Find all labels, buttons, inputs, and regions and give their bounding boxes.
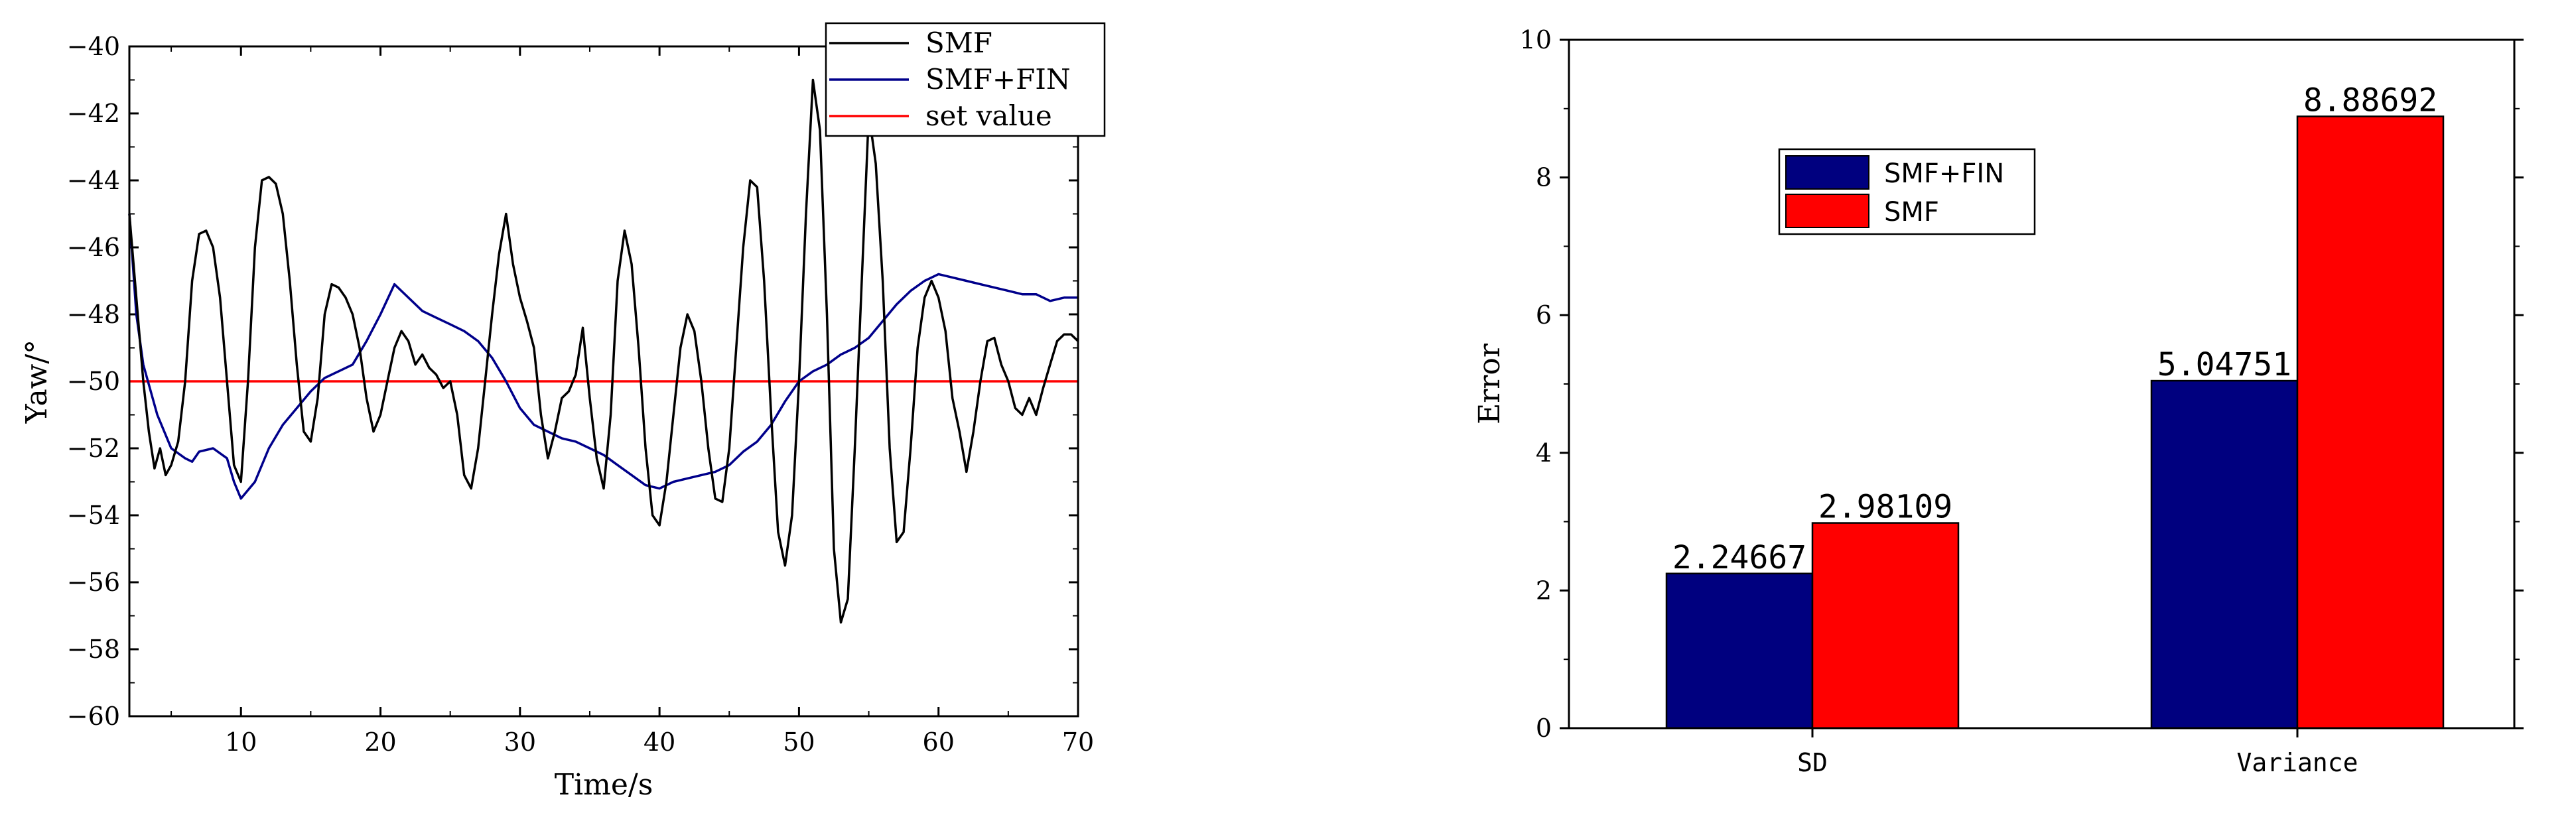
bar-y-tick-label: 6 xyxy=(1536,300,1552,330)
bar-legend-label: SMF xyxy=(1884,197,1939,227)
y-tick-label: −46 xyxy=(67,233,120,262)
series-line-smf-fin xyxy=(128,214,1078,500)
bar-chart-legend: SMF+FIN SMF xyxy=(1778,148,2036,235)
y-tick-label: −40 xyxy=(67,32,120,61)
category-label-sd: SD xyxy=(1797,748,1828,777)
bar-y-tick-label: 2 xyxy=(1536,576,1552,605)
y-tick-label: −54 xyxy=(67,501,120,530)
y-tick-label: −60 xyxy=(67,702,120,731)
data-label: 5.04751 xyxy=(2157,346,2291,383)
line-chart-legend: SMF SMF+FIN set value xyxy=(825,22,1106,137)
y-tick-label: −42 xyxy=(67,99,120,128)
x-tick-label: 10 xyxy=(225,728,257,757)
x-tick-label: 20 xyxy=(364,728,396,757)
x-axis-title: Time/s xyxy=(555,768,653,802)
y-tick-label: −52 xyxy=(67,434,120,463)
data-label: 2.24667 xyxy=(1672,539,1806,576)
x-tick-label: 40 xyxy=(644,728,675,757)
bar-legend-label: SMF+FIN xyxy=(1884,158,2004,189)
bar-y-tick-label: 4 xyxy=(1536,438,1552,468)
data-label: 2.98109 xyxy=(1818,489,1952,526)
y-tick-label: −44 xyxy=(67,166,120,195)
bar-y-axis-title: Error xyxy=(1473,343,1507,424)
bar-chart: 0 2 4 6 8 10 SD 2.24667 2.98109 Variance 5.04751 8… xyxy=(1473,25,2524,777)
data-label: 8.88692 xyxy=(2303,82,2437,119)
bar-legend-swatch xyxy=(1785,155,1869,190)
bar-y-tick-label: 10 xyxy=(1520,25,1552,54)
y-tick-label: −56 xyxy=(67,568,120,597)
line-chart-ticks: −60 −58 −56 −54 −52 −50 −48 −46 −44 −42 −40 10 20 30 4… xyxy=(67,32,1094,757)
bar-smf-sd xyxy=(1811,522,1960,729)
y-tick-label: −58 xyxy=(67,635,120,664)
bar-chart-frame xyxy=(1568,38,2516,729)
x-tick-label: 30 xyxy=(504,728,536,757)
line-chart-series xyxy=(128,78,1079,624)
legend-label: SMF+FIN xyxy=(925,63,1071,95)
y-tick-label: −50 xyxy=(67,367,120,396)
bar-smf-fin-variance xyxy=(2150,379,2299,729)
bar-y-tick-label: 0 xyxy=(1536,714,1552,743)
bar-smf-variance xyxy=(2296,115,2445,729)
bar-smf-fin-sd xyxy=(1665,572,1814,729)
series-line-smf xyxy=(128,78,1079,624)
x-tick-label: 70 xyxy=(1062,728,1094,757)
y-tick-label: −48 xyxy=(67,300,120,329)
legend-label: SMF xyxy=(925,27,992,59)
x-tick-label: 50 xyxy=(783,728,815,757)
category-label-variance: Variance xyxy=(2236,748,2358,777)
bar-y-tick-label: 8 xyxy=(1536,163,1552,192)
bar-legend-swatch xyxy=(1785,194,1869,228)
line-chart: −60 −58 −56 −54 −52 −50 −48 −46 −44 −42 −40 10 20 30 4… xyxy=(20,22,1106,802)
y-axis-title: Yaw/° xyxy=(20,340,54,424)
line-chart-frame xyxy=(128,45,1079,718)
x-tick-label: 60 xyxy=(923,728,955,757)
legend-label: set value xyxy=(925,99,1052,132)
bar-chart-ticks: 0 2 4 6 8 10 xyxy=(1520,25,2524,743)
